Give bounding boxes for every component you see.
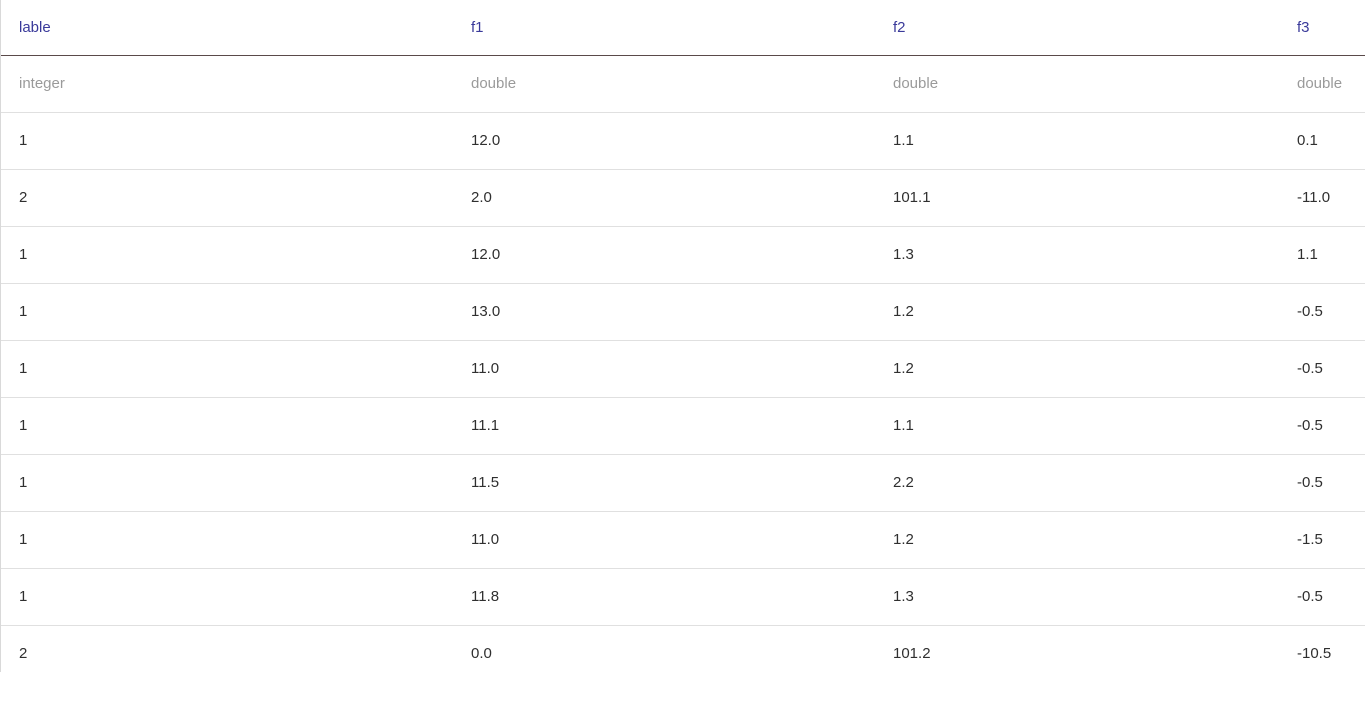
table-cell-lable: 1 (1, 112, 453, 170)
column-header-f1[interactable]: f1 (453, 0, 875, 56)
table-header: lable f1 f2 f3 (1, 0, 1365, 56)
table-cell-f3: -0.5 (1297, 283, 1365, 341)
column-header-f2[interactable]: f2 (875, 0, 1297, 56)
column-type-row: integer double double double (1, 55, 1365, 113)
table-cell-f2: 1.2 (875, 283, 1297, 341)
table-cell-f1: 12.0 (453, 112, 875, 170)
table-cell-f1: 0.0 (471, 644, 492, 662)
header-row: lable f1 f2 f3 (1, 0, 1365, 56)
table-cell-f2: 1.2 (875, 340, 1297, 398)
table-row[interactable]: 2 2.0 101.1 -11.0 (1, 169, 1365, 227)
table-cell-f2: 101.1 (875, 169, 1297, 227)
table-cell-f1: 11.8 (453, 568, 875, 626)
table-cell-f2: 1.3 (875, 226, 1297, 284)
table-cell-f2: 101.2 (893, 644, 931, 662)
table-cell-f3: -0.5 (1297, 454, 1365, 512)
table-cell-f1: 13.0 (453, 283, 875, 341)
table-cell-lable: 1 (1, 340, 453, 398)
column-type-f2: double (875, 55, 1297, 113)
table-cell-f2: 1.1 (875, 112, 1297, 170)
column-header-f3[interactable]: f3 (1297, 0, 1365, 56)
table-cell-f2: 2.2 (875, 454, 1297, 512)
table-row[interactable]: 2 0.0 101.2 -10.5 (1, 625, 1365, 672)
table-cell-lable: 1 (1, 283, 453, 341)
table-row[interactable]: 1 11.8 1.3 -0.5 (1, 568, 1365, 626)
table-row[interactable]: 1 11.1 1.1 -0.5 (1, 397, 1365, 455)
table-row[interactable]: 1 12.0 1.3 1.1 (1, 226, 1365, 284)
table-cell-lable: 1 (1, 397, 453, 455)
table-cell-f3: -0.5 (1297, 340, 1365, 398)
table-cell-lable: 1 (1, 568, 453, 626)
data-table: lable f1 f2 f3 integer double double dou… (1, 0, 1365, 672)
table-row[interactable]: 1 11.0 1.2 -1.5 (1, 511, 1365, 569)
table-cell-f1: 11.0 (453, 511, 875, 569)
table-cell-f2: 1.1 (875, 397, 1297, 455)
table-cell-f3: -1.5 (1297, 511, 1365, 569)
table-cell-f3: -11.0 (1297, 169, 1365, 227)
column-type-lable: integer (1, 55, 453, 113)
column-type-f3: double (1297, 55, 1365, 113)
table-row[interactable]: 1 11.0 1.2 -0.5 (1, 340, 1365, 398)
table-cell-f3: 1.1 (1297, 226, 1365, 284)
table-cell-f1: 12.0 (453, 226, 875, 284)
table-cell-f3: -0.5 (1297, 397, 1365, 455)
table-cell-f3: -0.5 (1297, 568, 1365, 626)
table-cell-lable: 1 (1, 454, 453, 512)
table-body: integer double double double 1 12.0 1.1 0.1… (1, 55, 1365, 672)
table-cell-lable: 1 (1, 226, 453, 284)
table-cell-f1: 11.1 (453, 397, 875, 455)
table-row[interactable]: 1 12.0 1.1 0.1 (1, 112, 1365, 170)
table-cell-lable: 2 (1, 169, 453, 227)
table-cell-f2: 1.3 (875, 568, 1297, 626)
table-cell-f1: 11.0 (453, 340, 875, 398)
table-row[interactable]: 1 11.5 2.2 -0.5 (1, 454, 1365, 512)
table-cell-lable: 1 (1, 511, 453, 569)
table-cell-f3: 0.1 (1297, 112, 1365, 170)
data-table-container: lable f1 f2 f3 integer double double dou… (0, 0, 1365, 672)
table-cell-f2: 1.2 (875, 511, 1297, 569)
table-cell-lable: 2 (19, 644, 28, 662)
table-cell-f1: 2.0 (453, 169, 875, 227)
table-row[interactable]: 1 13.0 1.2 -0.5 (1, 283, 1365, 341)
table-cell-f1: 11.5 (453, 454, 875, 512)
table-cell-f3: -10.5 (1297, 644, 1332, 662)
column-header-lable[interactable]: lable (1, 0, 453, 56)
column-type-f1: double (453, 55, 875, 113)
